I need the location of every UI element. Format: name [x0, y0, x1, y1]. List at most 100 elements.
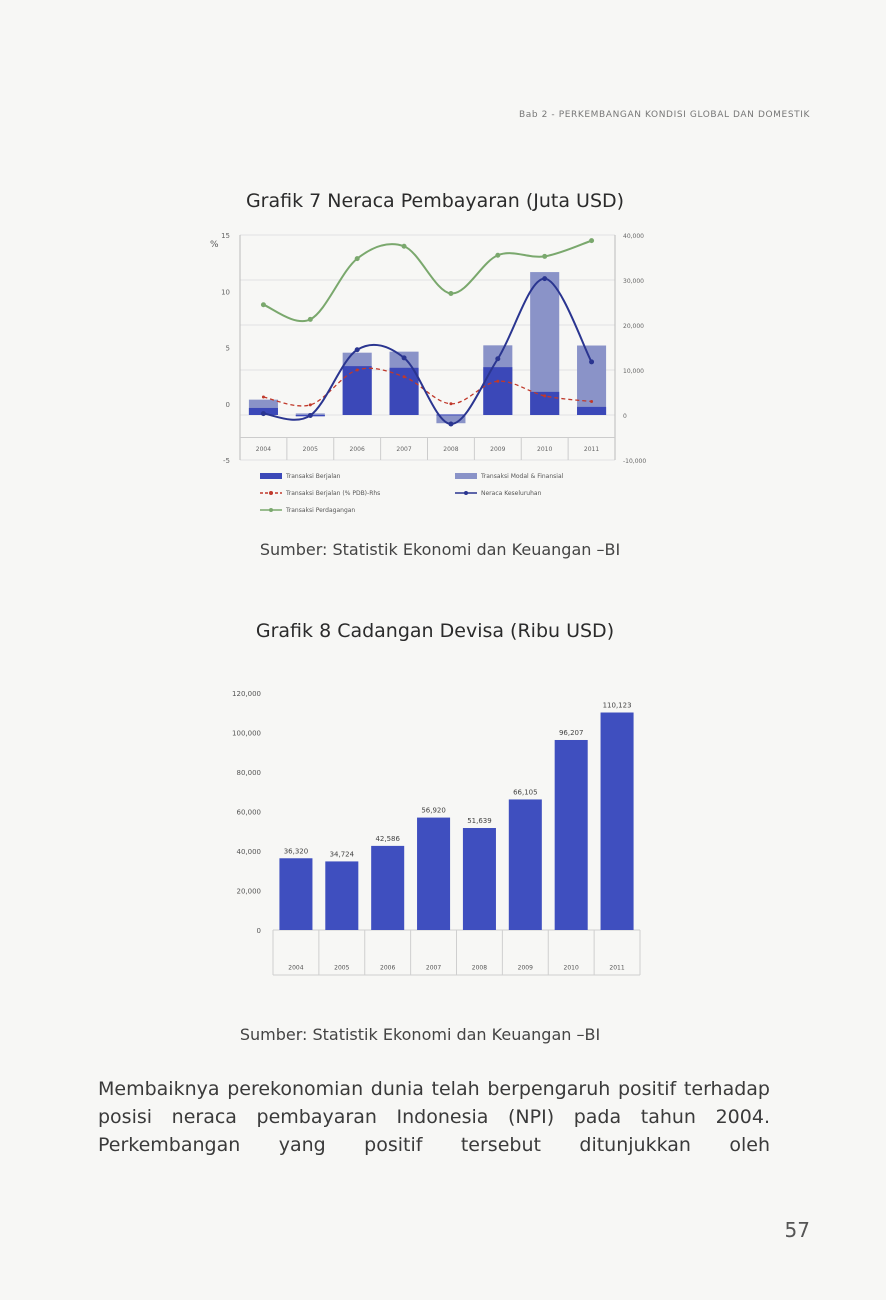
chart7-bar-capital-financial [436, 414, 466, 424]
chart7-x-tick: 2007 [396, 446, 411, 453]
chart7-x-tick: 2006 [350, 446, 365, 453]
chart8-bar [371, 845, 405, 930]
chart8-y-tick: 80,000 [237, 769, 262, 777]
chart7-trade-point [542, 253, 548, 259]
chart7-title: Grafik 7 Neraca Pembayaran (Juta USD) [245, 190, 625, 212]
chart8-bar [554, 739, 588, 930]
chart8-bar [462, 828, 496, 930]
body-paragraph: Membaiknya perekonomian dunia telah berp… [98, 1078, 770, 1156]
chart7-right-tick: -10,000 [623, 458, 646, 465]
chart7-right-tick: 30,000 [623, 278, 644, 285]
chart7-overall-balance-point [495, 356, 501, 362]
chart7-legend-marker [269, 491, 273, 495]
chart7-overall-balance-point [542, 276, 548, 282]
foreign-reserves-chart: 120,000 100,000 80,000 60,000 40,000 20,000 0 3… [232, 690, 641, 976]
chart7-x-tick: 2009 [490, 446, 505, 453]
chart7-bar-current-account [389, 367, 419, 415]
chart7-left-axis-unit: % [210, 240, 219, 250]
chart7-x-tick: 2008 [443, 446, 458, 453]
chart7-trade-point [495, 252, 501, 258]
chart7-overall-balance-point [589, 359, 595, 365]
chart8-value-label: 36,320 [284, 847, 309, 855]
chart8-y-tick: 0 [257, 927, 261, 935]
chart8-title: Grafik 8 Cadangan Devisa (Ribu USD) [255, 620, 615, 642]
chart7-current-account-gdp-line [263, 367, 592, 407]
chart7-left-tick: 10 [221, 288, 230, 296]
chart7-legend-label: Transaksi Modal & Finansial [480, 473, 564, 480]
chart8-y-tick: 40,000 [237, 848, 262, 856]
chart8-bar [600, 712, 634, 930]
running-header: Bab 2 - PERKEMBANGAN KONDISI GLOBAL DAN … [518, 110, 810, 120]
chart7-legend-label: Transaksi Perdagangan [285, 507, 355, 514]
chart7-overall-balance-point [401, 355, 407, 361]
chart8-y-tick: 60,000 [237, 809, 262, 817]
chart7-left-tick: 5 [226, 345, 230, 353]
chart7-x-tick: 2010 [537, 446, 552, 453]
chart8-x-tick: 2008 [472, 965, 487, 972]
chart7-trade-point [448, 291, 454, 296]
chart7-left-tick: -5 [223, 457, 230, 465]
chart7-source: Sumber: Statistik Ekonomi dan Keuangan –… [259, 540, 621, 559]
chart8-y-tick: 120,000 [232, 690, 261, 698]
chart8-value-label: 96,207 [559, 729, 584, 737]
chart7-current-account-gdp-point [543, 394, 547, 398]
chart7-bar-current-account [530, 391, 560, 415]
chart7-right-tick: 10,000 [623, 368, 644, 375]
chart7-left-tick: 15 [221, 232, 230, 240]
chart8-bar [417, 817, 451, 930]
chart7-bar-capital-financial [530, 272, 560, 415]
chart8-x-tick: 2009 [518, 965, 533, 972]
chart7-legend-swatch [260, 473, 282, 479]
chart7-trade-line [263, 239, 592, 323]
chart7-current-account-gdp-point [261, 395, 265, 399]
chart7-right-tick: 20,000 [623, 323, 644, 330]
chart7-current-account-gdp-point [308, 403, 312, 407]
chart7-left-tick: 0 [226, 401, 230, 409]
chart8-value-label: 42,586 [375, 835, 400, 843]
chart8-value-label: 51,639 [467, 817, 492, 825]
chart8-x-tick: 2005 [334, 965, 349, 972]
chart8-value-label: 56,920 [421, 807, 446, 815]
chart7-legend-swatch [455, 473, 477, 479]
chart7-current-account-gdp-point [402, 375, 406, 379]
chart7-overall-balance-point [260, 411, 266, 417]
chart8-bar [279, 858, 313, 930]
chart7-x-tick: 2004 [256, 446, 271, 453]
chart7-trade-point [401, 243, 407, 249]
chart7-trade-point [307, 316, 313, 322]
chart7-current-account-gdp-point [590, 400, 594, 403]
chart8-bar [325, 861, 359, 930]
chart8-bar [508, 799, 542, 930]
chart7-bar-current-account [577, 406, 607, 415]
chart8-y-tick: 100,000 [232, 730, 261, 738]
chart8-x-tick: 2010 [564, 965, 579, 972]
chart7-trade-point [260, 302, 266, 308]
chart8-x-tick: 2007 [426, 965, 441, 972]
chart7-legend-label: Transaksi Berjalan (% PDB)-Rhs [285, 490, 380, 497]
chart7-overall-balance-point [307, 412, 313, 418]
chart8-x-tick: 2011 [609, 965, 624, 972]
chart7-legend-label: Neraca Keseluruhan [481, 490, 542, 497]
chart7-legend-marker [269, 508, 273, 512]
chart7-overall-balance-point [354, 347, 360, 353]
page-number: 57 [784, 1218, 810, 1242]
chart8-value-label: 66,105 [513, 788, 538, 796]
chart7-current-account-gdp-point [355, 368, 359, 372]
chart8-value-label: 110,123 [603, 702, 632, 710]
chart7-legend-label: Transaksi Berjalan [285, 473, 341, 480]
chart7-x-tick: 2005 [303, 446, 318, 453]
chart7-bar-capital-financial [577, 345, 607, 415]
chart7-right-tick: 0 [623, 413, 627, 420]
chart8-x-tick: 2006 [380, 965, 395, 972]
chart7-trade-point [589, 238, 595, 244]
chart8-source: Sumber: Statistik Ekonomi dan Keuangan –… [239, 1025, 601, 1044]
chart7-right-tick: 40,000 [623, 233, 644, 240]
chart7-bar-current-account [342, 366, 372, 415]
chart8-y-tick: 20,000 [237, 888, 262, 896]
chart7-current-account-gdp-point [449, 402, 453, 406]
chart8-x-tick: 2004 [288, 965, 303, 972]
chart7-legend-marker [464, 491, 468, 495]
chart7-current-account-gdp-point [496, 379, 500, 383]
chart8-value-label: 34,724 [330, 850, 355, 858]
chart7-overall-balance-point [448, 421, 454, 427]
